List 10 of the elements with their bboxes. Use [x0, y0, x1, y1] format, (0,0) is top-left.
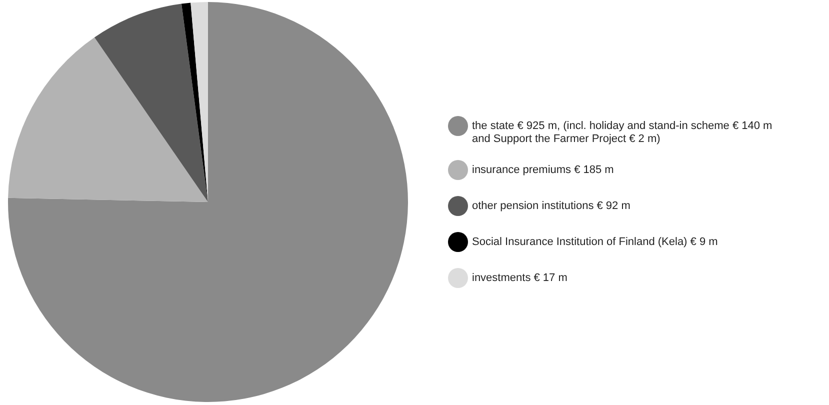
pie-slice: [94, 4, 208, 202]
pie-slice: [190, 2, 208, 202]
legend-label: other pension institutions € 92 m: [472, 200, 630, 212]
pie-slice: [181, 2, 208, 202]
legend-label: the state € 925 m, (incl. holiday and stand-in scheme € 140 m and Support the Farmer Project € 2 m): [472, 120, 772, 145]
pie-slice: [8, 37, 208, 202]
legend-label: Social Insurance Institution of Finland (Kela) € 9 m: [472, 236, 718, 248]
pie-slice: [8, 2, 408, 402]
legend-label: investments € 17 m: [472, 272, 568, 284]
legend-label: insurance premiums € 185 m: [472, 164, 614, 176]
